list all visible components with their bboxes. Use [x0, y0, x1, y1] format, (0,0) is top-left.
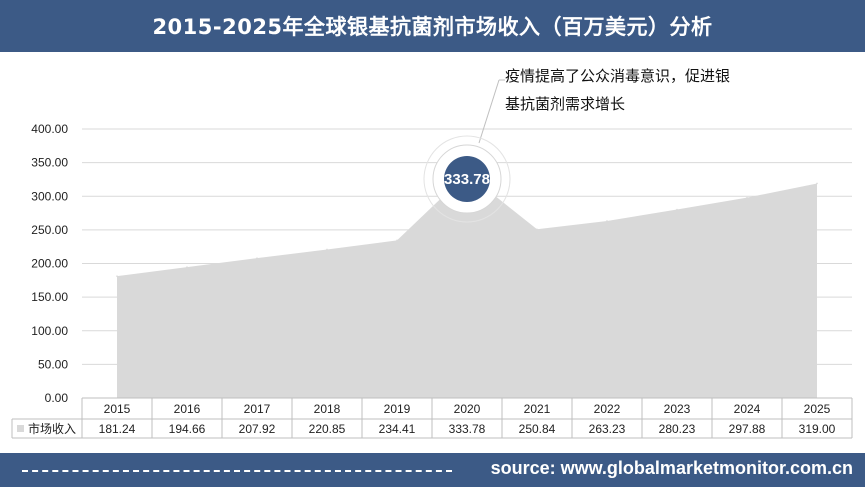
x-tick-label: 2017	[244, 402, 271, 416]
y-tick-label: 150.00	[31, 290, 68, 304]
y-tick-label: 0.00	[45, 391, 69, 405]
data-point	[116, 275, 118, 277]
data-label: 297.88	[729, 422, 766, 436]
annotation-line-1: 疫情提高了公众消毒意识，促进银	[505, 67, 731, 85]
data-point	[746, 196, 748, 199]
y-tick-label: 350.00	[31, 156, 68, 170]
data-label: 319.00	[799, 422, 836, 436]
y-tick-label: 300.00	[31, 189, 68, 203]
y-tick-label: 100.00	[31, 324, 68, 338]
annotation-text: 疫情提高了公众消毒意识，促进银 基抗菌剂需求增长	[505, 62, 805, 118]
y-tick-label: 400.00	[31, 122, 68, 136]
x-tick-label: 2024	[734, 402, 761, 416]
data-label: 194.66	[169, 422, 206, 436]
source-text: source: www.globalmarketmonitor.com.cn	[490, 458, 853, 478]
annotation-line-2: 基抗菌剂需求增长	[505, 95, 626, 113]
data-point	[606, 220, 608, 222]
x-tick-label: 2021	[524, 402, 551, 416]
data-point	[326, 248, 328, 251]
callout-value: 333.78	[444, 171, 490, 188]
area-chart: 0.00 50.00 100.00 150.00 200.00 250.00 300.00 3…	[11, 79, 853, 439]
data-point	[256, 257, 258, 259]
footer-bar: source: www.globalmarketmonitor.com.cn	[0, 453, 865, 487]
legend-swatch	[17, 425, 24, 432]
y-tick-label: 200.00	[31, 257, 68, 271]
title-bar: 2015-2025年全球银基抗菌剂市场收入（百万美元）分析	[0, 0, 865, 52]
y-tick-label: 50.00	[38, 357, 68, 371]
data-point	[536, 228, 538, 231]
y-tick-label: 250.00	[31, 223, 68, 237]
data-point	[676, 208, 678, 211]
dashed-line	[22, 470, 452, 472]
data-label: 263.23	[589, 422, 626, 436]
callout-ring-outer	[423, 135, 511, 223]
data-label: 250.84	[519, 422, 556, 436]
data-label: 207.92	[239, 422, 276, 436]
data-point	[396, 239, 398, 242]
callout-leader-line	[478, 79, 500, 144]
data-point	[186, 266, 188, 268]
x-tick-label: 2025	[804, 402, 831, 416]
data-label: 220.85	[309, 422, 346, 436]
callout-circle	[444, 156, 490, 202]
area-series	[117, 173, 817, 398]
data-point	[816, 182, 818, 185]
chart-title: 2015-2025年全球银基抗菌剂市场收入（百万美元）分析	[152, 15, 713, 39]
x-tick-label: 2015	[104, 402, 131, 416]
data-label: 234.41	[379, 422, 416, 436]
x-tick-label: 2023	[664, 402, 691, 416]
x-tick-label: 2018	[314, 402, 341, 416]
x-tick-label: 2020	[454, 402, 481, 416]
x-tick-label: 2022	[594, 402, 621, 416]
data-label: 280.23	[659, 422, 696, 436]
data-label: 181.24	[99, 422, 136, 436]
x-tick-label: 2016	[174, 402, 201, 416]
data-label: 333.78	[449, 422, 486, 436]
x-tick-label: 2019	[384, 402, 411, 416]
legend-label: 市场收入	[28, 421, 76, 436]
